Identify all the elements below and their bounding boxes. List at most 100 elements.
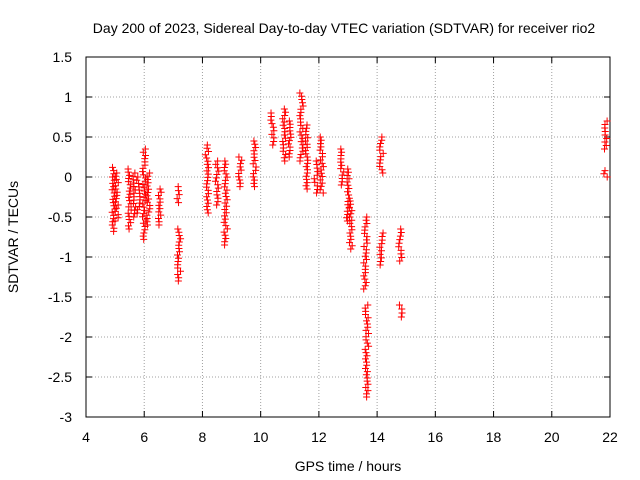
data-point <box>143 192 151 200</box>
data-point <box>214 164 222 172</box>
data-point <box>221 231 229 239</box>
data-point <box>361 364 369 372</box>
data-point <box>282 108 290 116</box>
data-point <box>112 204 120 212</box>
data-point <box>362 371 370 379</box>
data-point <box>296 112 304 120</box>
data-point <box>203 141 211 149</box>
plot-frame <box>85 56 611 418</box>
data-point <box>281 134 289 142</box>
data-point <box>111 182 119 190</box>
data-point <box>270 134 278 142</box>
data-point <box>114 211 122 219</box>
data-point <box>299 102 307 110</box>
data-point <box>347 245 355 253</box>
data-point <box>397 246 405 254</box>
data-point <box>250 179 258 187</box>
data-point <box>214 194 222 202</box>
data-point <box>174 183 182 191</box>
data-point <box>156 205 164 213</box>
data-point <box>361 282 369 290</box>
data-point <box>377 247 385 255</box>
data-point <box>377 254 385 262</box>
data-point <box>237 166 245 174</box>
data-point <box>379 229 387 237</box>
data-point <box>212 160 220 168</box>
data-point <box>317 136 325 144</box>
data-point <box>316 140 324 148</box>
data-point <box>379 169 387 177</box>
x-tick-label: 6 <box>140 429 148 445</box>
data-point <box>314 168 322 176</box>
data-point <box>363 339 371 347</box>
data-point <box>303 140 311 148</box>
data-point <box>296 154 304 162</box>
data-point <box>303 153 311 161</box>
data-point <box>344 165 352 173</box>
data-point <box>298 92 306 100</box>
data-point <box>175 241 183 249</box>
data-point <box>396 232 404 240</box>
data-point <box>125 174 133 182</box>
data-point <box>222 222 230 230</box>
data-point <box>316 146 324 154</box>
data-point <box>270 127 278 135</box>
data-point <box>113 169 121 177</box>
data-point <box>280 118 288 126</box>
data-point <box>363 317 371 325</box>
data-point <box>139 200 147 208</box>
data-point <box>344 181 352 189</box>
data-point <box>312 157 320 165</box>
data-point <box>317 156 325 164</box>
data-point <box>113 188 121 196</box>
data-point <box>338 148 346 156</box>
data-point <box>376 243 384 251</box>
data-point <box>303 179 311 187</box>
data-point <box>221 176 229 184</box>
data-point <box>343 172 351 179</box>
data-point <box>124 209 132 217</box>
data-point <box>363 390 371 398</box>
data-point <box>362 278 370 286</box>
y-tick-label: -2.5 <box>48 369 72 385</box>
data-point <box>140 229 148 237</box>
axis-ticks: 4 6 8 10 12 14 16 18 20 22 -3 -2.5 -2 -1.5 -1 -0.5 0 0.5 1… <box>48 49 618 445</box>
data-point <box>126 197 134 205</box>
data-point <box>313 182 321 190</box>
data-point <box>364 380 372 388</box>
data-point <box>125 212 133 220</box>
data-point <box>363 320 371 328</box>
data-point <box>110 211 118 219</box>
data-point <box>281 112 289 119</box>
data-point <box>251 140 259 148</box>
data-point <box>223 202 231 210</box>
data-point <box>285 117 293 125</box>
data-point <box>203 193 211 201</box>
data-point <box>221 189 229 197</box>
data-point <box>313 161 321 169</box>
data-point <box>145 195 153 203</box>
y-tick-label: -0.5 <box>48 209 72 225</box>
data-point <box>362 326 370 334</box>
data-point <box>362 349 370 357</box>
data-point <box>155 218 163 226</box>
data-point <box>365 342 373 350</box>
data-point <box>155 208 163 216</box>
data-point <box>364 301 372 309</box>
data-point <box>236 176 244 184</box>
data-point <box>124 165 132 173</box>
data-point <box>143 211 151 219</box>
data-point <box>302 127 310 135</box>
data-point <box>175 274 183 282</box>
data-point <box>140 184 148 192</box>
data-point <box>141 155 149 163</box>
data-point <box>396 257 404 265</box>
data-point <box>203 154 211 162</box>
data-point <box>141 145 149 153</box>
data-point <box>156 185 164 193</box>
data-point <box>143 198 151 206</box>
data-point <box>304 156 312 164</box>
data-point <box>203 203 211 211</box>
data-point <box>175 238 183 246</box>
data-point <box>302 182 310 190</box>
